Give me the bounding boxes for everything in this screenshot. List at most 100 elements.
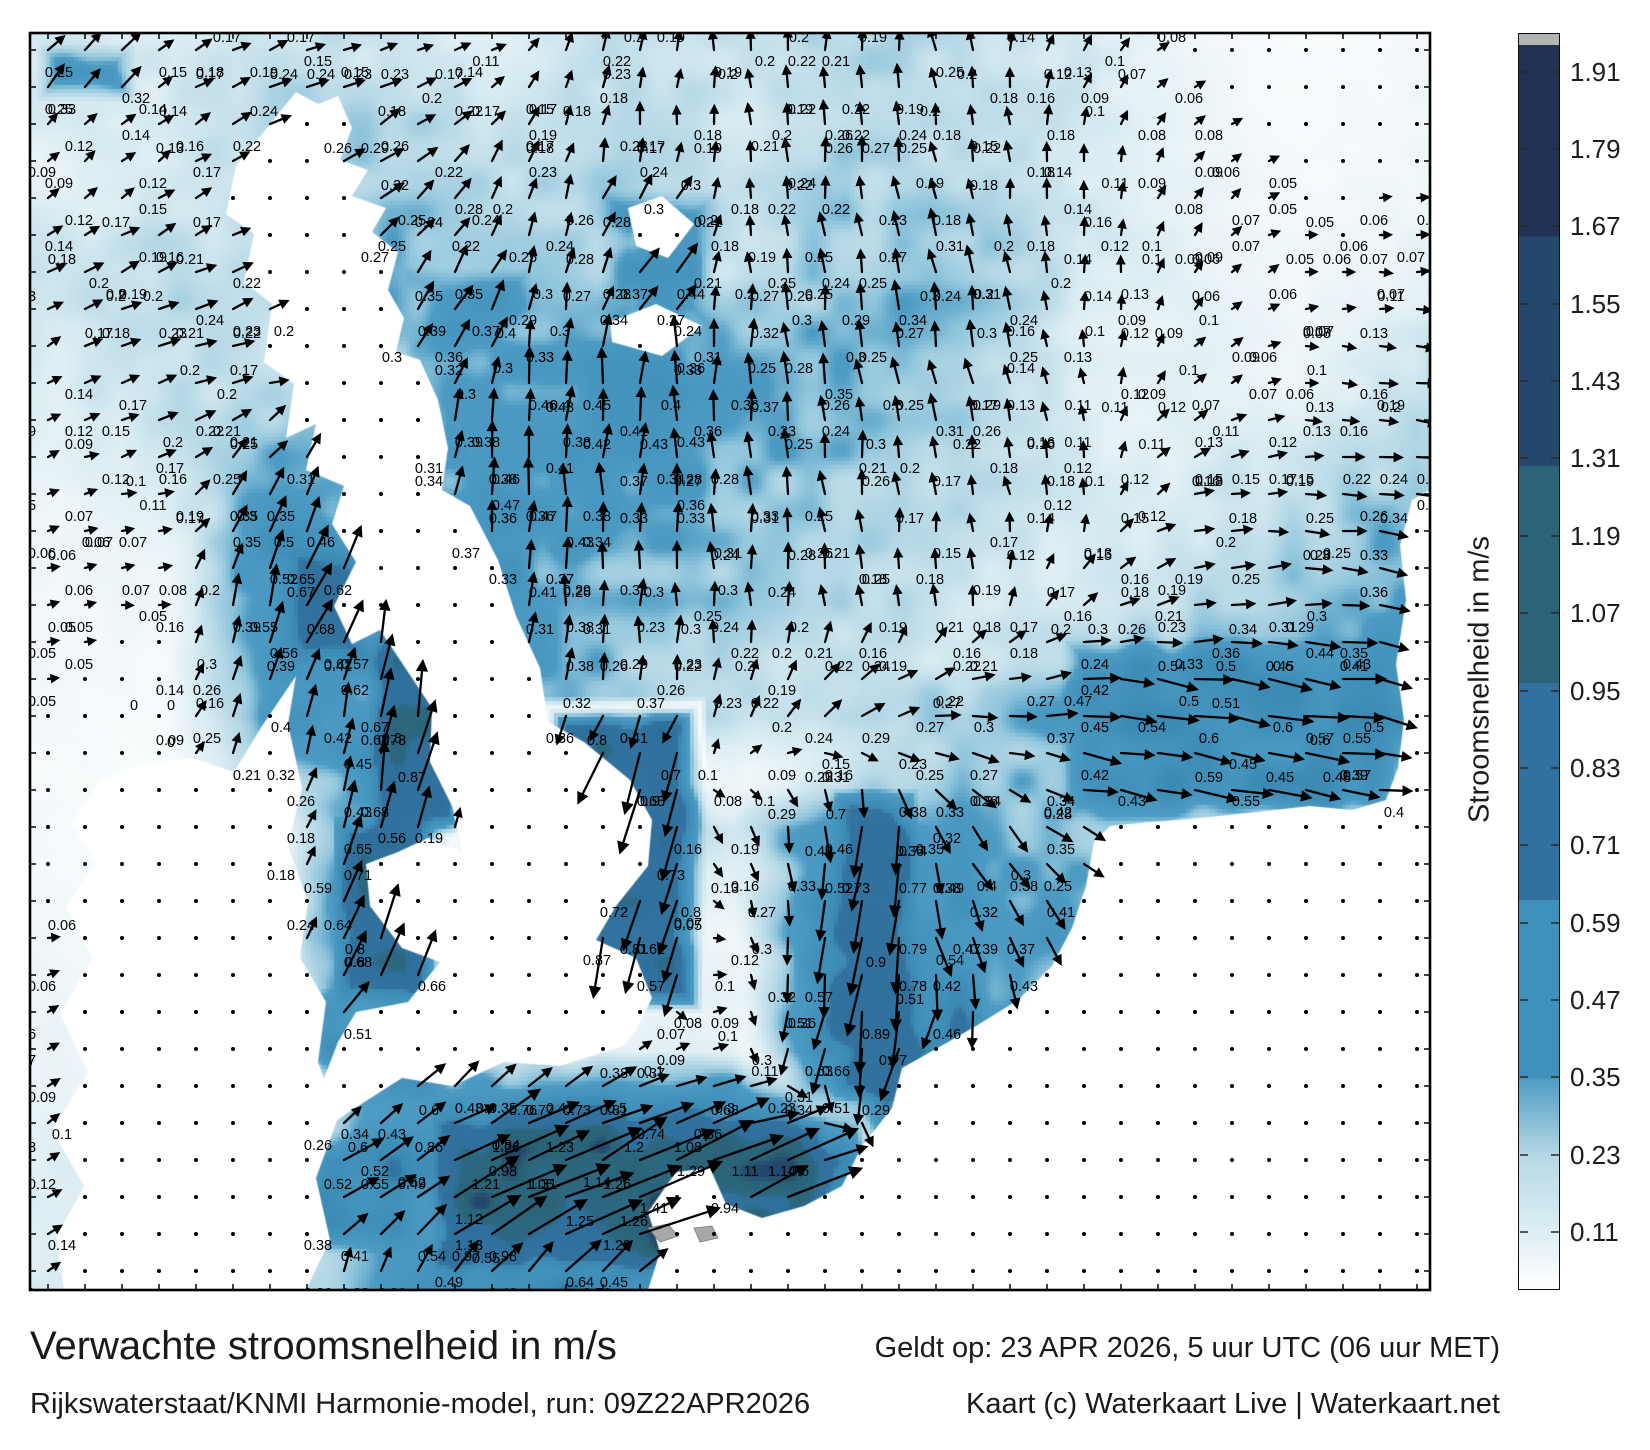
speed-label: 0.2 <box>1051 276 1071 292</box>
grid-dot <box>1230 973 1234 977</box>
speed-label: 0.39 <box>267 659 295 675</box>
current-arrow <box>637 462 649 496</box>
grid-dot <box>342 1084 346 1088</box>
colorbar-tick-mark <box>1520 1153 1528 1156</box>
current-arrow <box>633 615 644 644</box>
current-arrow <box>83 225 101 237</box>
current-arrow <box>1082 34 1092 52</box>
speed-label: 0.24 <box>1010 313 1038 329</box>
speed-label: 0.18 <box>1047 474 1075 490</box>
current-arrow <box>561 495 573 533</box>
speed-label: 0.1 <box>1085 324 1105 340</box>
speed-label: 0.2 <box>772 646 792 662</box>
speed-label: 0.62 <box>341 683 369 699</box>
speed-label: 0.18 <box>1027 239 1055 255</box>
grid-dot <box>231 788 235 792</box>
current-arrow <box>268 440 289 459</box>
speed-label: 0.34 <box>600 313 628 329</box>
grid-dot <box>416 899 420 903</box>
speed-label: 0.45 <box>600 1275 628 1291</box>
current-arrow <box>231 76 252 89</box>
grid-dot <box>1415 1121 1419 1125</box>
speed-label: 0.57 <box>1306 731 1334 747</box>
grid-dot <box>1267 936 1271 940</box>
grid-dot <box>1045 1010 1049 1014</box>
speed-label: 0.18 <box>990 91 1018 107</box>
current-arrow <box>1040 328 1050 348</box>
speed-label: 0.3 <box>644 585 664 601</box>
current-arrow <box>120 488 138 499</box>
grid-dot <box>379 492 383 496</box>
grid-dot <box>1415 973 1419 977</box>
speed-label: 0.16 <box>156 250 184 266</box>
grid-dot <box>934 1232 938 1236</box>
current-arrow <box>846 936 864 996</box>
speed-label: 0.32 <box>381 178 409 194</box>
speed-label: 0.22 <box>953 437 981 453</box>
grid-dot <box>1045 973 1049 977</box>
grid-dot <box>1193 1047 1197 1051</box>
speed-label: 0.13 <box>1007 398 1035 414</box>
speed-label: 0.19 <box>768 683 796 699</box>
grid-dot <box>305 1158 309 1162</box>
colorbar-tick-label: 1.43 <box>1570 366 1621 397</box>
speed-label: 0.72 <box>600 905 628 921</box>
speed-label: 0.16 <box>1084 215 1112 231</box>
grid-dot <box>1304 936 1308 940</box>
speed-label: 0.25 <box>378 239 406 255</box>
grid-dot <box>527 936 531 940</box>
current-arrow <box>892 435 904 459</box>
current-arrow <box>928 177 938 200</box>
current-arrow <box>967 65 978 89</box>
grid-dot <box>601 973 605 977</box>
speed-label: 0.43 <box>1118 794 1146 810</box>
current-arrow <box>746 387 758 422</box>
current-arrow <box>1304 451 1325 462</box>
current-arrow <box>709 580 720 607</box>
current-arrow <box>601 313 613 348</box>
grid-dot <box>1341 899 1345 903</box>
grid-dot <box>1156 1047 1160 1051</box>
grid-dot <box>712 1195 716 1199</box>
speed-label: 0.36 <box>546 731 574 747</box>
current-arrow <box>120 300 143 311</box>
grid-dot <box>157 825 161 829</box>
current-arrow <box>1267 229 1282 239</box>
grid-dot <box>268 270 272 274</box>
speed-label: 0.12 <box>1007 548 1035 564</box>
grid-dot <box>823 1195 827 1199</box>
speed-label: 0.98 <box>489 1249 517 1265</box>
speed-label: 0.25 <box>45 102 73 118</box>
current-arrow <box>1040 474 1052 496</box>
speed-label: 0.2 <box>974 287 994 303</box>
colorbar-tick-mark <box>1551 1076 1559 1079</box>
grid-dot <box>971 1269 975 1273</box>
current-arrow <box>749 1047 759 1064</box>
speed-label: 0.3 <box>752 1053 772 1069</box>
grid-dot <box>490 973 494 977</box>
speed-label: 0.35 <box>825 387 853 403</box>
current-arrow <box>561 281 572 311</box>
grid-dot <box>1082 1121 1086 1125</box>
grid-dot <box>1156 1195 1160 1199</box>
current-arrow <box>83 33 102 52</box>
speed-label: 0.41 <box>546 1101 574 1117</box>
current-arrow <box>782 247 793 274</box>
grid-dot <box>1230 936 1234 940</box>
current-arrow <box>120 187 135 200</box>
model-run-caption: Rijkswaterstaat/KNMI Harmonie-model, run… <box>30 1388 811 1420</box>
current-arrow <box>891 394 902 422</box>
grid-dot <box>1378 1084 1382 1088</box>
speed-label: 0.67 <box>361 720 389 736</box>
grid-dot <box>120 640 124 644</box>
speed-label: 0.1 <box>1307 363 1327 379</box>
speed-label: 0.1 <box>1179 363 1199 379</box>
current-arrow <box>46 301 64 311</box>
current-arrow <box>855 64 866 89</box>
speed-label: 0.71 <box>344 868 372 884</box>
speed-label: 0.21 <box>694 276 722 292</box>
speed-label: 0.23 <box>714 696 742 712</box>
current-arrow <box>523 424 535 459</box>
speed-label: 0.22 <box>788 102 816 118</box>
speed-label: 0.45 <box>1081 720 1109 736</box>
